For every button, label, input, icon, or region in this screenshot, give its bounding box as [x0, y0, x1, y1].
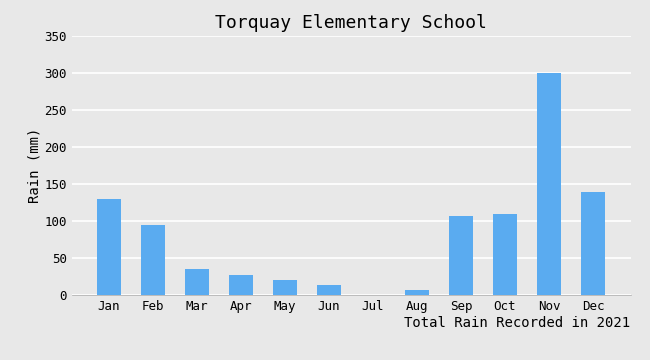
Bar: [273, 280, 297, 295]
Bar: [581, 192, 605, 295]
Bar: [449, 216, 473, 295]
Bar: [185, 269, 209, 295]
Title: Torquay Elementary School: Torquay Elementary School: [215, 14, 487, 32]
Bar: [537, 73, 561, 295]
Bar: [229, 275, 253, 295]
Bar: [97, 199, 121, 295]
Y-axis label: Rain (mm): Rain (mm): [27, 128, 42, 203]
Bar: [493, 214, 517, 295]
Bar: [141, 225, 165, 295]
Bar: [405, 290, 429, 295]
Bar: [317, 285, 341, 295]
X-axis label: Total Rain Recorded in 2021: Total Rain Recorded in 2021: [404, 316, 630, 330]
